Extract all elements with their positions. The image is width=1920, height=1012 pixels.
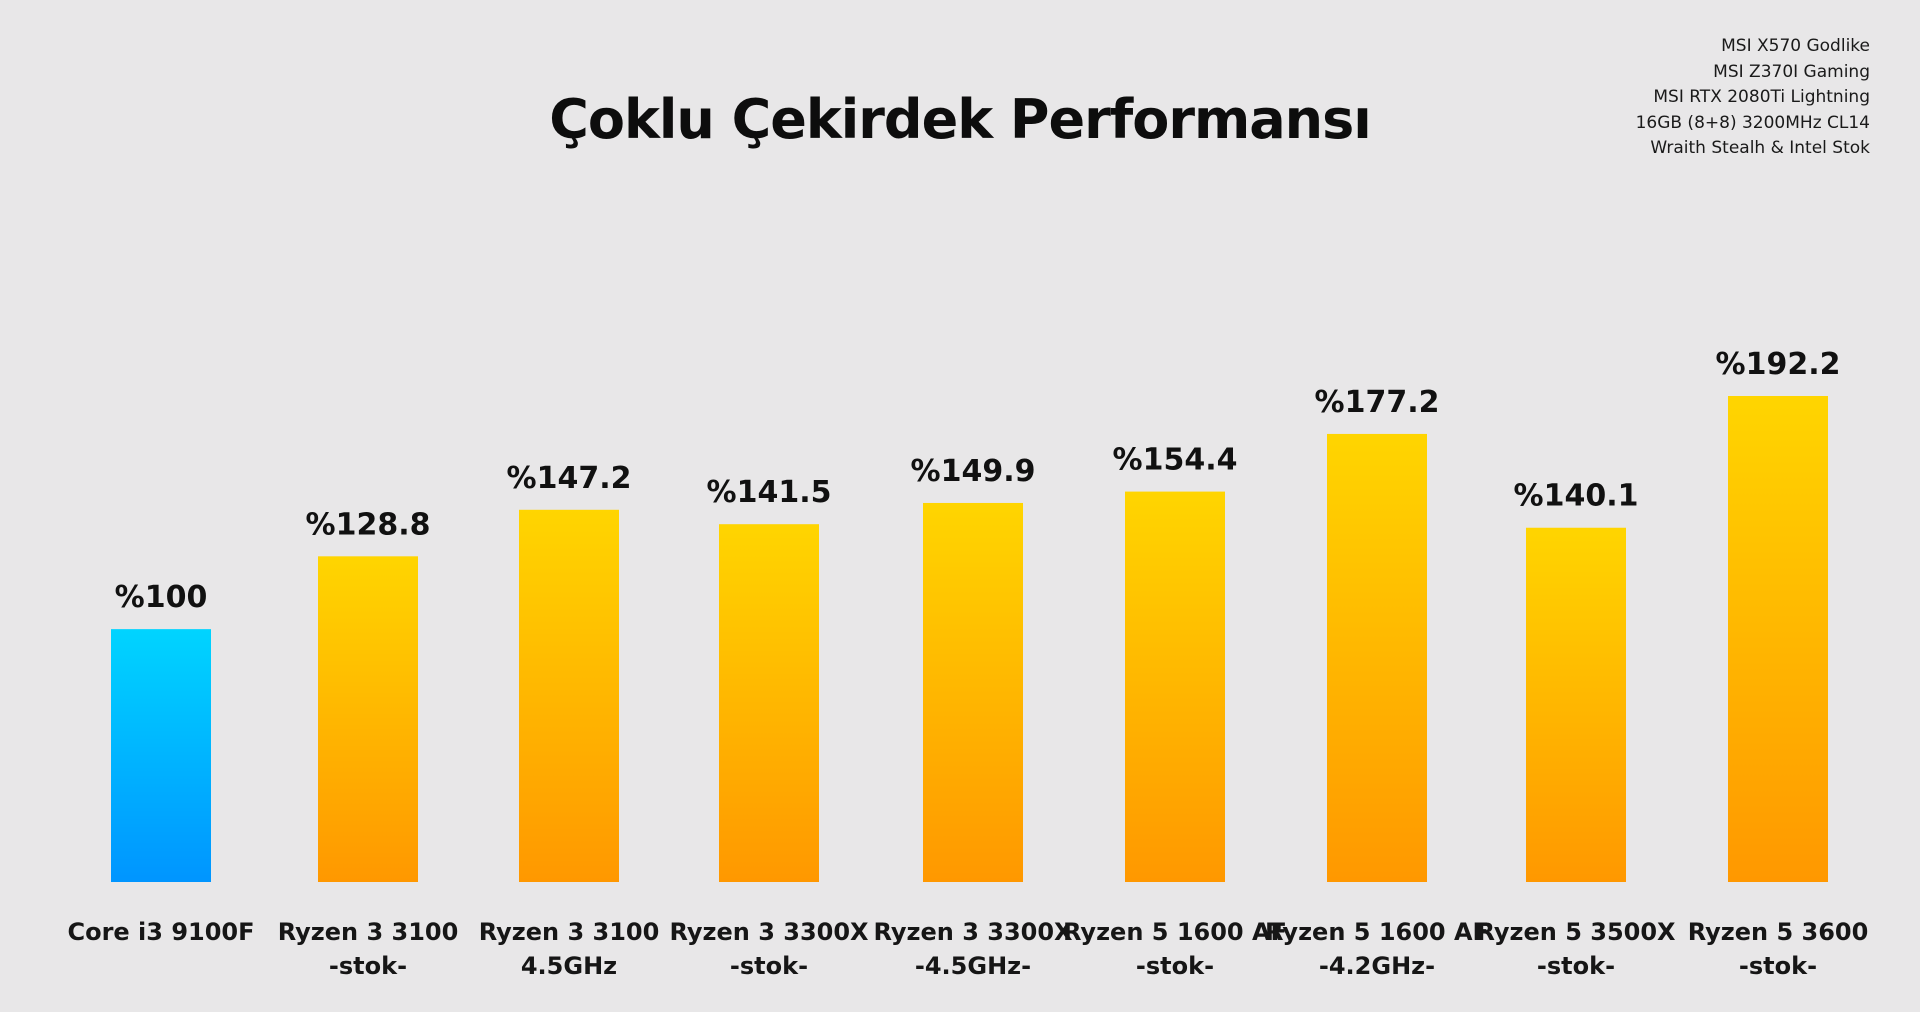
category-label-1-line-1: Core i3 9100F <box>67 918 254 946</box>
category-label-8-line-2: -stok- <box>1537 952 1615 980</box>
category-label-9-line-2: -stok- <box>1739 952 1817 980</box>
bar-1 <box>111 629 211 882</box>
bar-value-label-3: %147.2 <box>507 461 632 496</box>
bar-value-label-4: %141.5 <box>707 475 832 510</box>
category-label-3-line-2: 4.5GHz <box>521 952 617 980</box>
category-label-5: Ryzen 3 3300X -4.5GHz- <box>873 918 1073 980</box>
category-label-8-line-1: Ryzen 5 3500X <box>1476 918 1676 946</box>
test-system-specs: MSI X570 Godlike MSI Z370I Gaming MSI RT… <box>1636 34 1870 162</box>
category-label-4-line-2: -stok- <box>730 952 808 980</box>
category-label-8: Ryzen 5 3500X -stok- <box>1476 918 1676 980</box>
spec-memory: 16GB (8+8) 3200MHz CL14 <box>1635 112 1870 133</box>
bar-6 <box>1125 491 1225 882</box>
bar-5 <box>923 502 1023 882</box>
bar-7 <box>1327 433 1427 882</box>
category-label-4-line-1: Ryzen 3 3300X <box>669 918 869 946</box>
category-label-7-line-2: -4.2GHz- <box>1319 952 1435 980</box>
category-label-7-line-1: Ryzen 5 1600 AF <box>1265 918 1489 946</box>
chart-title: Çoklu Çekirdek Performansı <box>549 88 1372 151</box>
bar-8 <box>1526 527 1626 882</box>
category-label-5-line-1: Ryzen 3 3300X <box>873 918 1073 946</box>
category-label-9-line-1: Ryzen 5 3600 <box>1688 918 1869 946</box>
spec-coolers: Wraith Stealh & Intel Stok <box>1650 138 1870 158</box>
category-label-3-line-1: Ryzen 3 3100 <box>479 918 660 946</box>
spec-motherboard-amd: MSI X570 Godlike <box>1721 36 1870 56</box>
category-label-6-line-1: Ryzen 5 1600 AF <box>1063 918 1287 946</box>
spec-gpu: MSI RTX 2080Ti Lightning <box>1653 87 1870 107</box>
bar-4 <box>719 524 819 882</box>
bar-3 <box>519 509 619 882</box>
bar-value-label-9: %192.2 <box>1716 347 1841 382</box>
category-label-6-line-2: -stok- <box>1136 952 1214 980</box>
spec-motherboard-intel: MSI Z370I Gaming <box>1713 61 1870 82</box>
category-label-5-line-2: -4.5GHz- <box>915 952 1031 980</box>
bar-value-label-6: %154.4 <box>1113 443 1238 478</box>
category-label-1: Core i3 9100F <box>67 918 254 946</box>
bar-9 <box>1728 396 1828 882</box>
category-label-4: Ryzen 3 3300X -stok- <box>669 918 869 980</box>
category-label-2-line-2: -stok- <box>329 952 407 980</box>
bar-value-label-5: %149.9 <box>911 454 1036 489</box>
bar-value-label-1: %100 <box>115 580 208 615</box>
category-label-9: Ryzen 5 3600 -stok- <box>1688 918 1869 980</box>
bar-value-label-7: %177.2 <box>1315 385 1440 420</box>
category-label-2: Ryzen 3 3100 -stok- <box>278 918 459 980</box>
category-label-7: Ryzen 5 1600 AF -4.2GHz- <box>1265 918 1489 980</box>
category-label-3: Ryzen 3 3100 4.5GHz <box>479 918 660 980</box>
bar-series: %100 Core i3 9100F %128.8 Ryzen 3 3100 -stok… <box>67 347 1868 980</box>
bar-value-label-8: %140.1 <box>1514 479 1639 514</box>
category-label-6: Ryzen 5 1600 AF -stok- <box>1063 918 1287 980</box>
bar-value-label-2: %128.8 <box>306 507 431 542</box>
category-label-2-line-1: Ryzen 3 3100 <box>278 918 459 946</box>
bar-2 <box>318 556 418 882</box>
